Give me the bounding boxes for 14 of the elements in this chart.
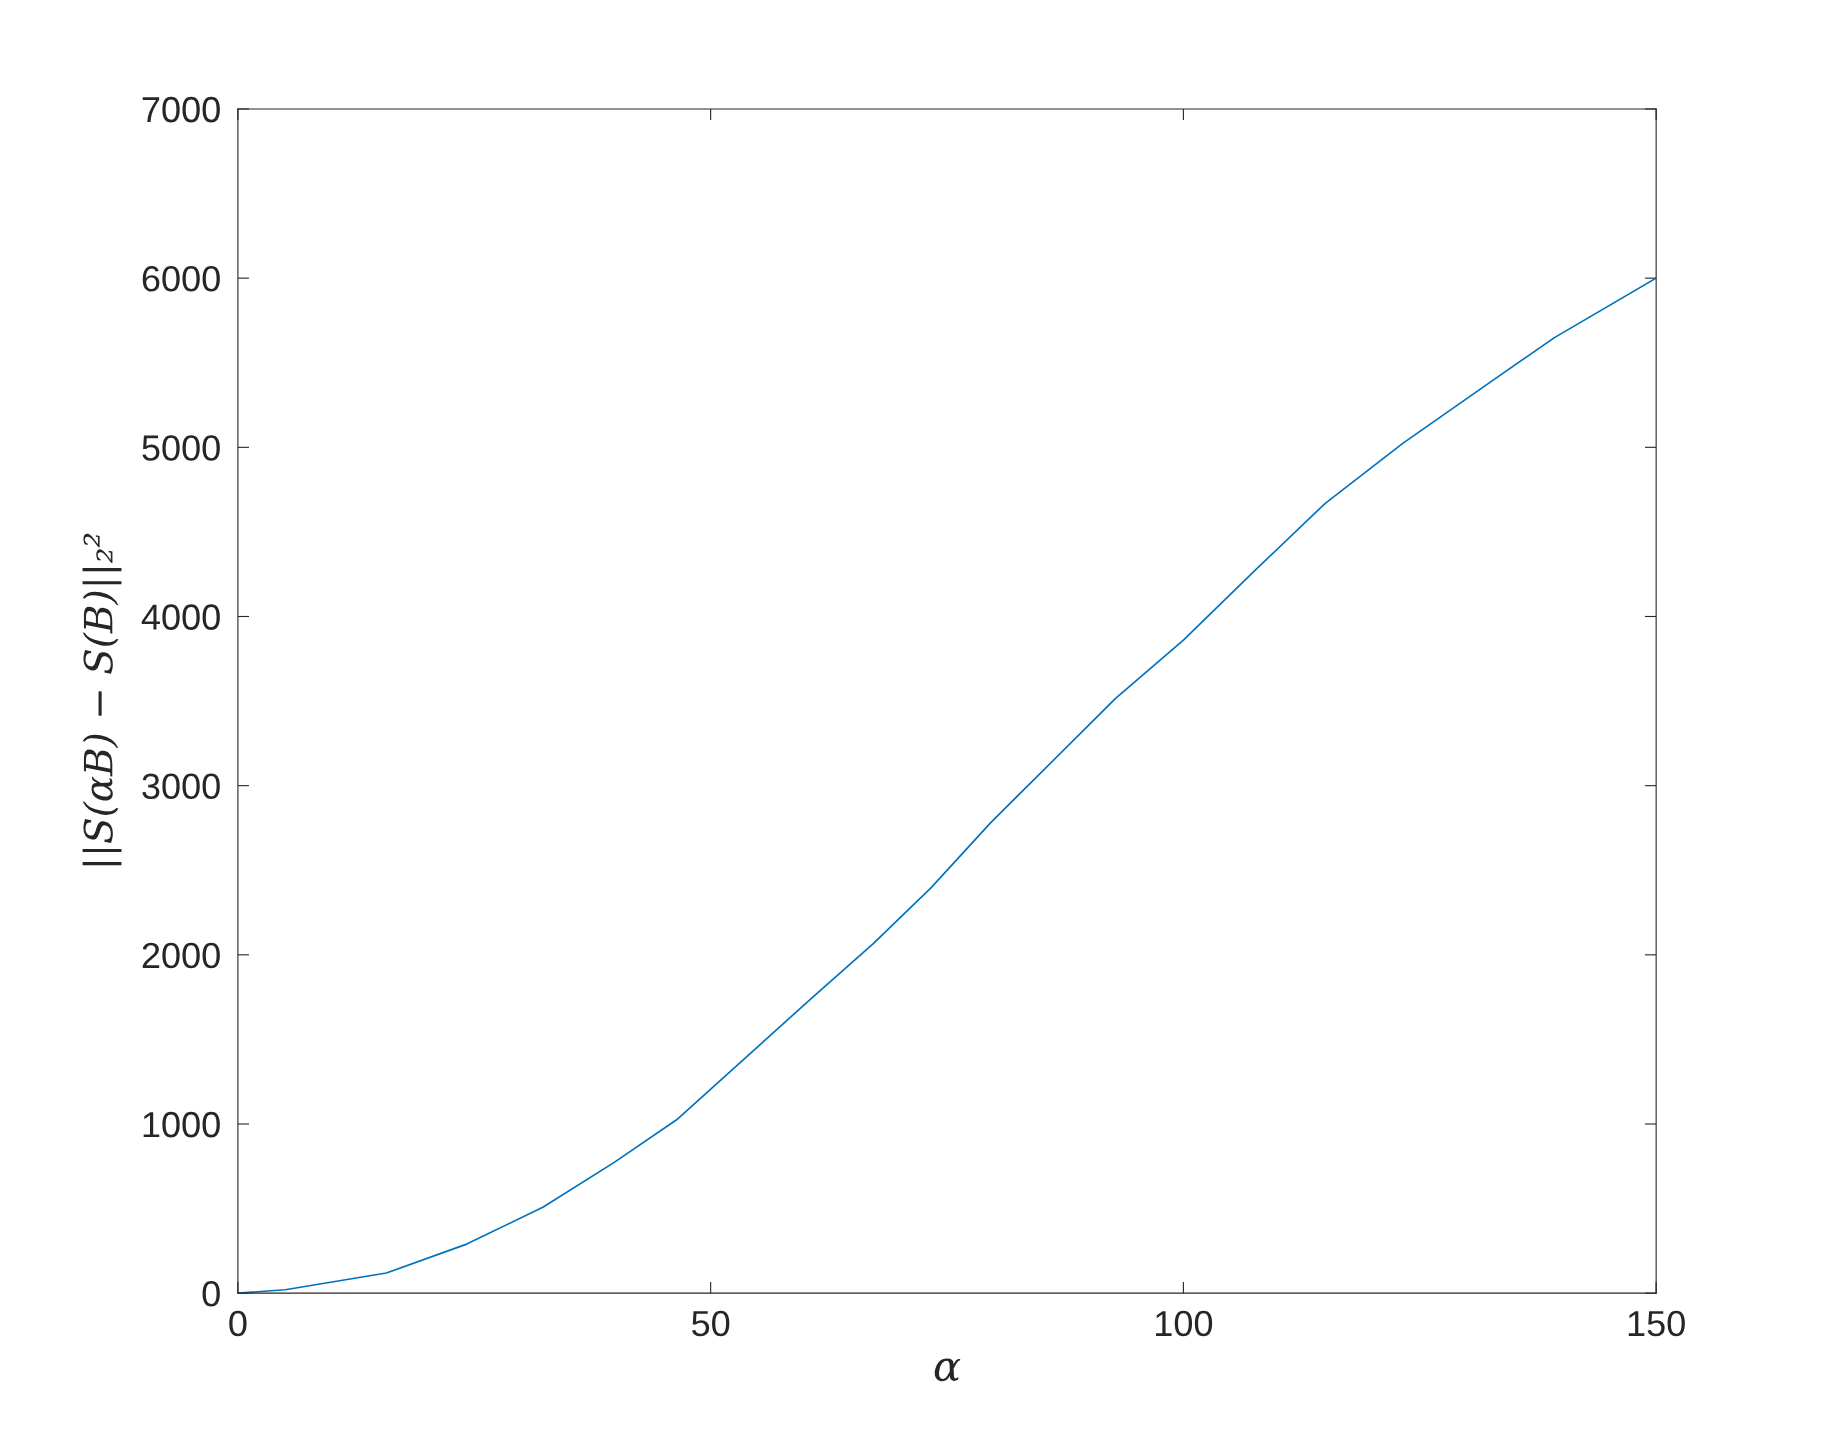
y-tick-label: 0 (202, 1281, 220, 1307)
y-tick-label: 4000 (141, 604, 220, 630)
x-tick-label: 100 (1156, 1310, 1213, 1337)
y-tick-label: 1000 (143, 1111, 220, 1138)
y-tick-label: 6000 (142, 266, 220, 292)
x-tick-label: 50 (692, 1310, 730, 1337)
x-tick-label: 150 (1628, 1310, 1685, 1337)
y-tick-label: 3000 (142, 773, 220, 800)
y-tick-label: 5000 (142, 435, 220, 461)
y-tick-label: 7000 (142, 96, 220, 123)
x-tick-label: 0 (229, 1310, 247, 1337)
x-axis-title: α (934, 1358, 961, 1382)
y-axis-title: ||S(αB) − S(B)||₂² (82, 533, 122, 866)
y-tick-label: 2000 (142, 942, 220, 969)
